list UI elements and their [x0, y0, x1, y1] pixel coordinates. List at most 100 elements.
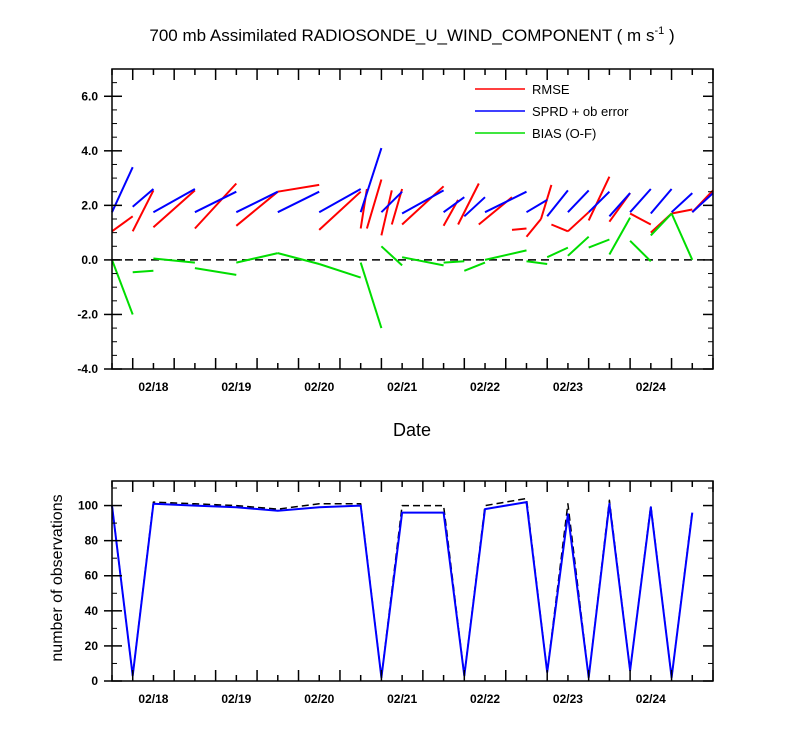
- sprd-line-segment: [484, 190, 527, 214]
- bias-line-segment: [132, 269, 154, 274]
- sprd-line-segment: [380, 190, 403, 213]
- legend-label-rmse: RMSE: [532, 82, 570, 97]
- bottom-x-tick-label: 02/24: [636, 692, 666, 706]
- rmse-line-segment: [671, 208, 693, 215]
- sprd-line-segment: [629, 188, 652, 213]
- bias-line-segment: [194, 267, 237, 276]
- sprd-line-segment: [463, 196, 486, 218]
- sprd-line-segment: [608, 192, 631, 217]
- bottom-y-tick-label: 0: [91, 674, 98, 688]
- top-x-tick-label: 02/20: [304, 380, 334, 394]
- rmse-line-segment: [401, 185, 445, 226]
- rmse-line-segment: [235, 190, 279, 227]
- sprd-line-segment: [587, 190, 611, 213]
- top-y-tick-label: 4.0: [81, 144, 98, 158]
- sprd-line-segment: [132, 188, 155, 208]
- sprd-line-segment: [152, 188, 196, 214]
- chart-title-suffix: ): [664, 26, 674, 45]
- y-axis-title-observations: number of observations: [49, 494, 66, 661]
- bias-line-segment: [443, 260, 465, 264]
- sprd-line-segment: [443, 196, 465, 214]
- top-ticks-layer: 02/18 02/19 02/20 02/21 02/22 02/23 02/24 -4.0 -…: [77, 68, 714, 394]
- rmse-line-segment: [457, 183, 480, 225]
- top-y-tick-label: 2.0: [81, 198, 98, 212]
- sprd-line-segment: [546, 189, 569, 217]
- sprd-line-segment: [691, 192, 714, 213]
- rmse-line-segment: [277, 183, 320, 193]
- rmse-line-segment: [318, 190, 362, 231]
- bias-line-segment: [359, 262, 383, 329]
- bias-line-segment: [650, 212, 673, 237]
- top-x-tick-label: 02/18: [138, 380, 168, 394]
- legend-label-sprd: SPRD + ob error: [532, 104, 629, 119]
- bottom-series-layer: [111, 497, 694, 679]
- top-plot: 02/18 02/19 02/20 02/21 02/22 02/23 02/24 -4.0 -…: [77, 68, 714, 440]
- sprd-line-segment: [401, 189, 445, 215]
- top-y-tick-label: -2.0: [77, 307, 98, 321]
- bias-line-segment: [670, 213, 694, 261]
- top-x-tick-label: 02/23: [553, 380, 583, 394]
- sprd-line-segment: [525, 199, 548, 214]
- bias-line-segment: [380, 245, 403, 267]
- bottom-y-tick-label: 40: [85, 604, 99, 618]
- bias-line-segment: [546, 246, 569, 259]
- sprd-line-segment: [235, 190, 279, 214]
- sprd-line-segment: [670, 192, 693, 213]
- observations-used-line: [111, 501, 694, 679]
- rmse-line-segment: [380, 190, 393, 236]
- top-y-tick-label: 6.0: [81, 89, 98, 103]
- bias-line-segment: [153, 257, 195, 264]
- bottom-x-tick-label: 02/19: [221, 692, 251, 706]
- top-x-tick-label: 02/19: [221, 380, 251, 394]
- bottom-x-tick-label: 02/22: [470, 692, 500, 706]
- rmse-line-segment: [390, 188, 404, 225]
- bias-line-segment: [401, 256, 444, 267]
- rmse-line-segment: [131, 189, 155, 232]
- bias-line-segment: [463, 261, 486, 272]
- rmse-line-segment: [111, 215, 134, 233]
- chart-title: 700 mb Assimilated RADIOSONDE_U_WIND_COM…: [149, 25, 674, 45]
- rmse-line-segment: [525, 218, 542, 238]
- bottom-y-tick-label: 100: [78, 499, 98, 513]
- bias-line-segment: [567, 235, 590, 257]
- bottom-x-tick-label: 02/23: [553, 692, 583, 706]
- sprd-line-segment: [650, 188, 673, 215]
- top-y-tick-label: -4.0: [77, 362, 98, 376]
- rmse-line-segment: [587, 176, 611, 221]
- bottom-y-tick-label: 20: [85, 639, 99, 653]
- legend-label-bias: BIAS (O-F): [532, 126, 596, 141]
- rmse-line-segment: [365, 179, 383, 229]
- bias-line-segment: [629, 240, 652, 263]
- rmse-line-segment: [511, 227, 527, 231]
- bias-line-segment: [588, 238, 610, 249]
- bias-line-segment: [111, 259, 134, 315]
- legend: RMSE SPRD + ob error BIAS (O-F): [475, 82, 629, 141]
- rmse-line-segment: [629, 212, 652, 226]
- rmse-line-segment: [152, 189, 196, 228]
- bottom-plot-frame: [111, 480, 714, 682]
- bottom-plot: 02/18 02/19 02/20 02/21 02/22 02/23 02/24 0 20 40…: [49, 480, 714, 706]
- bottom-y-tick-label: 80: [85, 534, 99, 548]
- sprd-line-segment: [194, 190, 237, 214]
- observations-total-line: [111, 497, 694, 679]
- chart-title-exponent: -1: [654, 25, 664, 37]
- bias-line-segment: [526, 260, 548, 265]
- bottom-x-tick-label: 02/20: [304, 692, 334, 706]
- rmse-line-segment: [551, 223, 569, 233]
- bottom-ticks-layer: 02/18 02/19 02/20 02/21 02/22 02/23 02/24 0 20 40…: [78, 481, 714, 706]
- chart-title-main: 700 mb Assimilated RADIOSONDE_U_WIND_COM…: [149, 26, 654, 45]
- bias-line-segment: [608, 217, 631, 255]
- bottom-y-tick-label: 60: [85, 569, 99, 583]
- top-y-tick-label: 0.0: [81, 253, 98, 267]
- bias-line-segment: [236, 252, 279, 264]
- bias-line-segment: [484, 249, 527, 261]
- rmse-line-segment: [567, 211, 590, 233]
- bias-line-segment: [277, 252, 320, 265]
- sprd-line-segment: [318, 188, 362, 214]
- bias-line-segment: [318, 263, 362, 279]
- top-x-tick-label: 02/24: [636, 380, 666, 394]
- top-x-tick-label: 02/22: [470, 380, 500, 394]
- x-axis-title: Date: [393, 420, 431, 440]
- rmse-line-segment: [194, 182, 238, 230]
